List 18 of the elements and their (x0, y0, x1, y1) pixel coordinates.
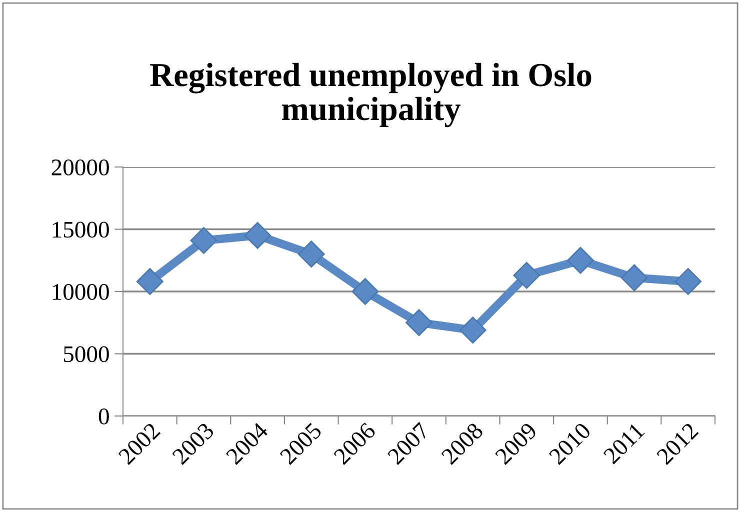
y-tick-label: 0 (98, 408, 109, 424)
point (352, 278, 379, 305)
x-tick-label: 2011 (602, 422, 646, 465)
point (620, 264, 648, 292)
point (298, 240, 325, 268)
point (244, 222, 272, 249)
point (566, 246, 594, 274)
point (513, 262, 540, 289)
y-tick-label: 20000 (52, 159, 109, 176)
point (674, 268, 702, 295)
point (136, 268, 164, 295)
y-tick-label: 5000 (64, 346, 109, 362)
chart-title: Registered unemployed in Oslo municipality (150, 62, 592, 128)
point (459, 316, 486, 344)
point (406, 309, 432, 336)
point (190, 226, 218, 254)
y-tick-label: 15000 (52, 222, 109, 238)
y-tick-label: 10000 (52, 284, 109, 300)
